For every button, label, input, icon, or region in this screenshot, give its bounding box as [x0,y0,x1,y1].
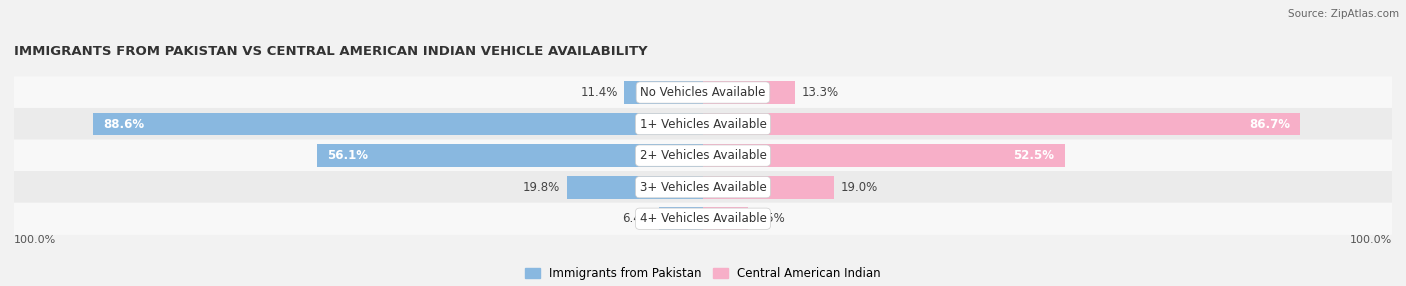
Text: 19.8%: 19.8% [523,181,560,194]
Text: IMMIGRANTS FROM PAKISTAN VS CENTRAL AMERICAN INDIAN VEHICLE AVAILABILITY: IMMIGRANTS FROM PAKISTAN VS CENTRAL AMER… [14,45,648,58]
Text: 100.0%: 100.0% [1350,235,1392,245]
Text: 4+ Vehicles Available: 4+ Vehicles Available [640,212,766,225]
Text: 13.3%: 13.3% [801,86,838,99]
Bar [567,176,703,198]
Text: Source: ZipAtlas.com: Source: ZipAtlas.com [1288,9,1399,19]
Text: 52.5%: 52.5% [1014,149,1054,162]
Legend: Immigrants from Pakistan, Central American Indian: Immigrants from Pakistan, Central Americ… [520,262,886,285]
Text: 100.0%: 100.0% [14,235,56,245]
Bar [659,207,703,230]
Text: 6.5%: 6.5% [755,212,785,225]
Bar [703,176,834,198]
FancyBboxPatch shape [14,203,1392,235]
Bar [703,207,748,230]
FancyBboxPatch shape [14,76,1392,109]
FancyBboxPatch shape [14,140,1392,172]
Text: 56.1%: 56.1% [326,149,368,162]
Bar [316,144,703,167]
Text: 88.6%: 88.6% [103,118,143,131]
Text: 86.7%: 86.7% [1249,118,1289,131]
Text: 11.4%: 11.4% [581,86,617,99]
Text: No Vehicles Available: No Vehicles Available [640,86,766,99]
Text: 19.0%: 19.0% [841,181,877,194]
Bar [624,81,703,104]
Text: 1+ Vehicles Available: 1+ Vehicles Available [640,118,766,131]
FancyBboxPatch shape [14,108,1392,140]
Text: 3+ Vehicles Available: 3+ Vehicles Available [640,181,766,194]
Bar [703,81,794,104]
FancyBboxPatch shape [14,171,1392,203]
Bar [703,144,1064,167]
Bar [703,113,1301,136]
Bar [93,113,703,136]
Text: 6.4%: 6.4% [621,212,652,225]
Text: 2+ Vehicles Available: 2+ Vehicles Available [640,149,766,162]
